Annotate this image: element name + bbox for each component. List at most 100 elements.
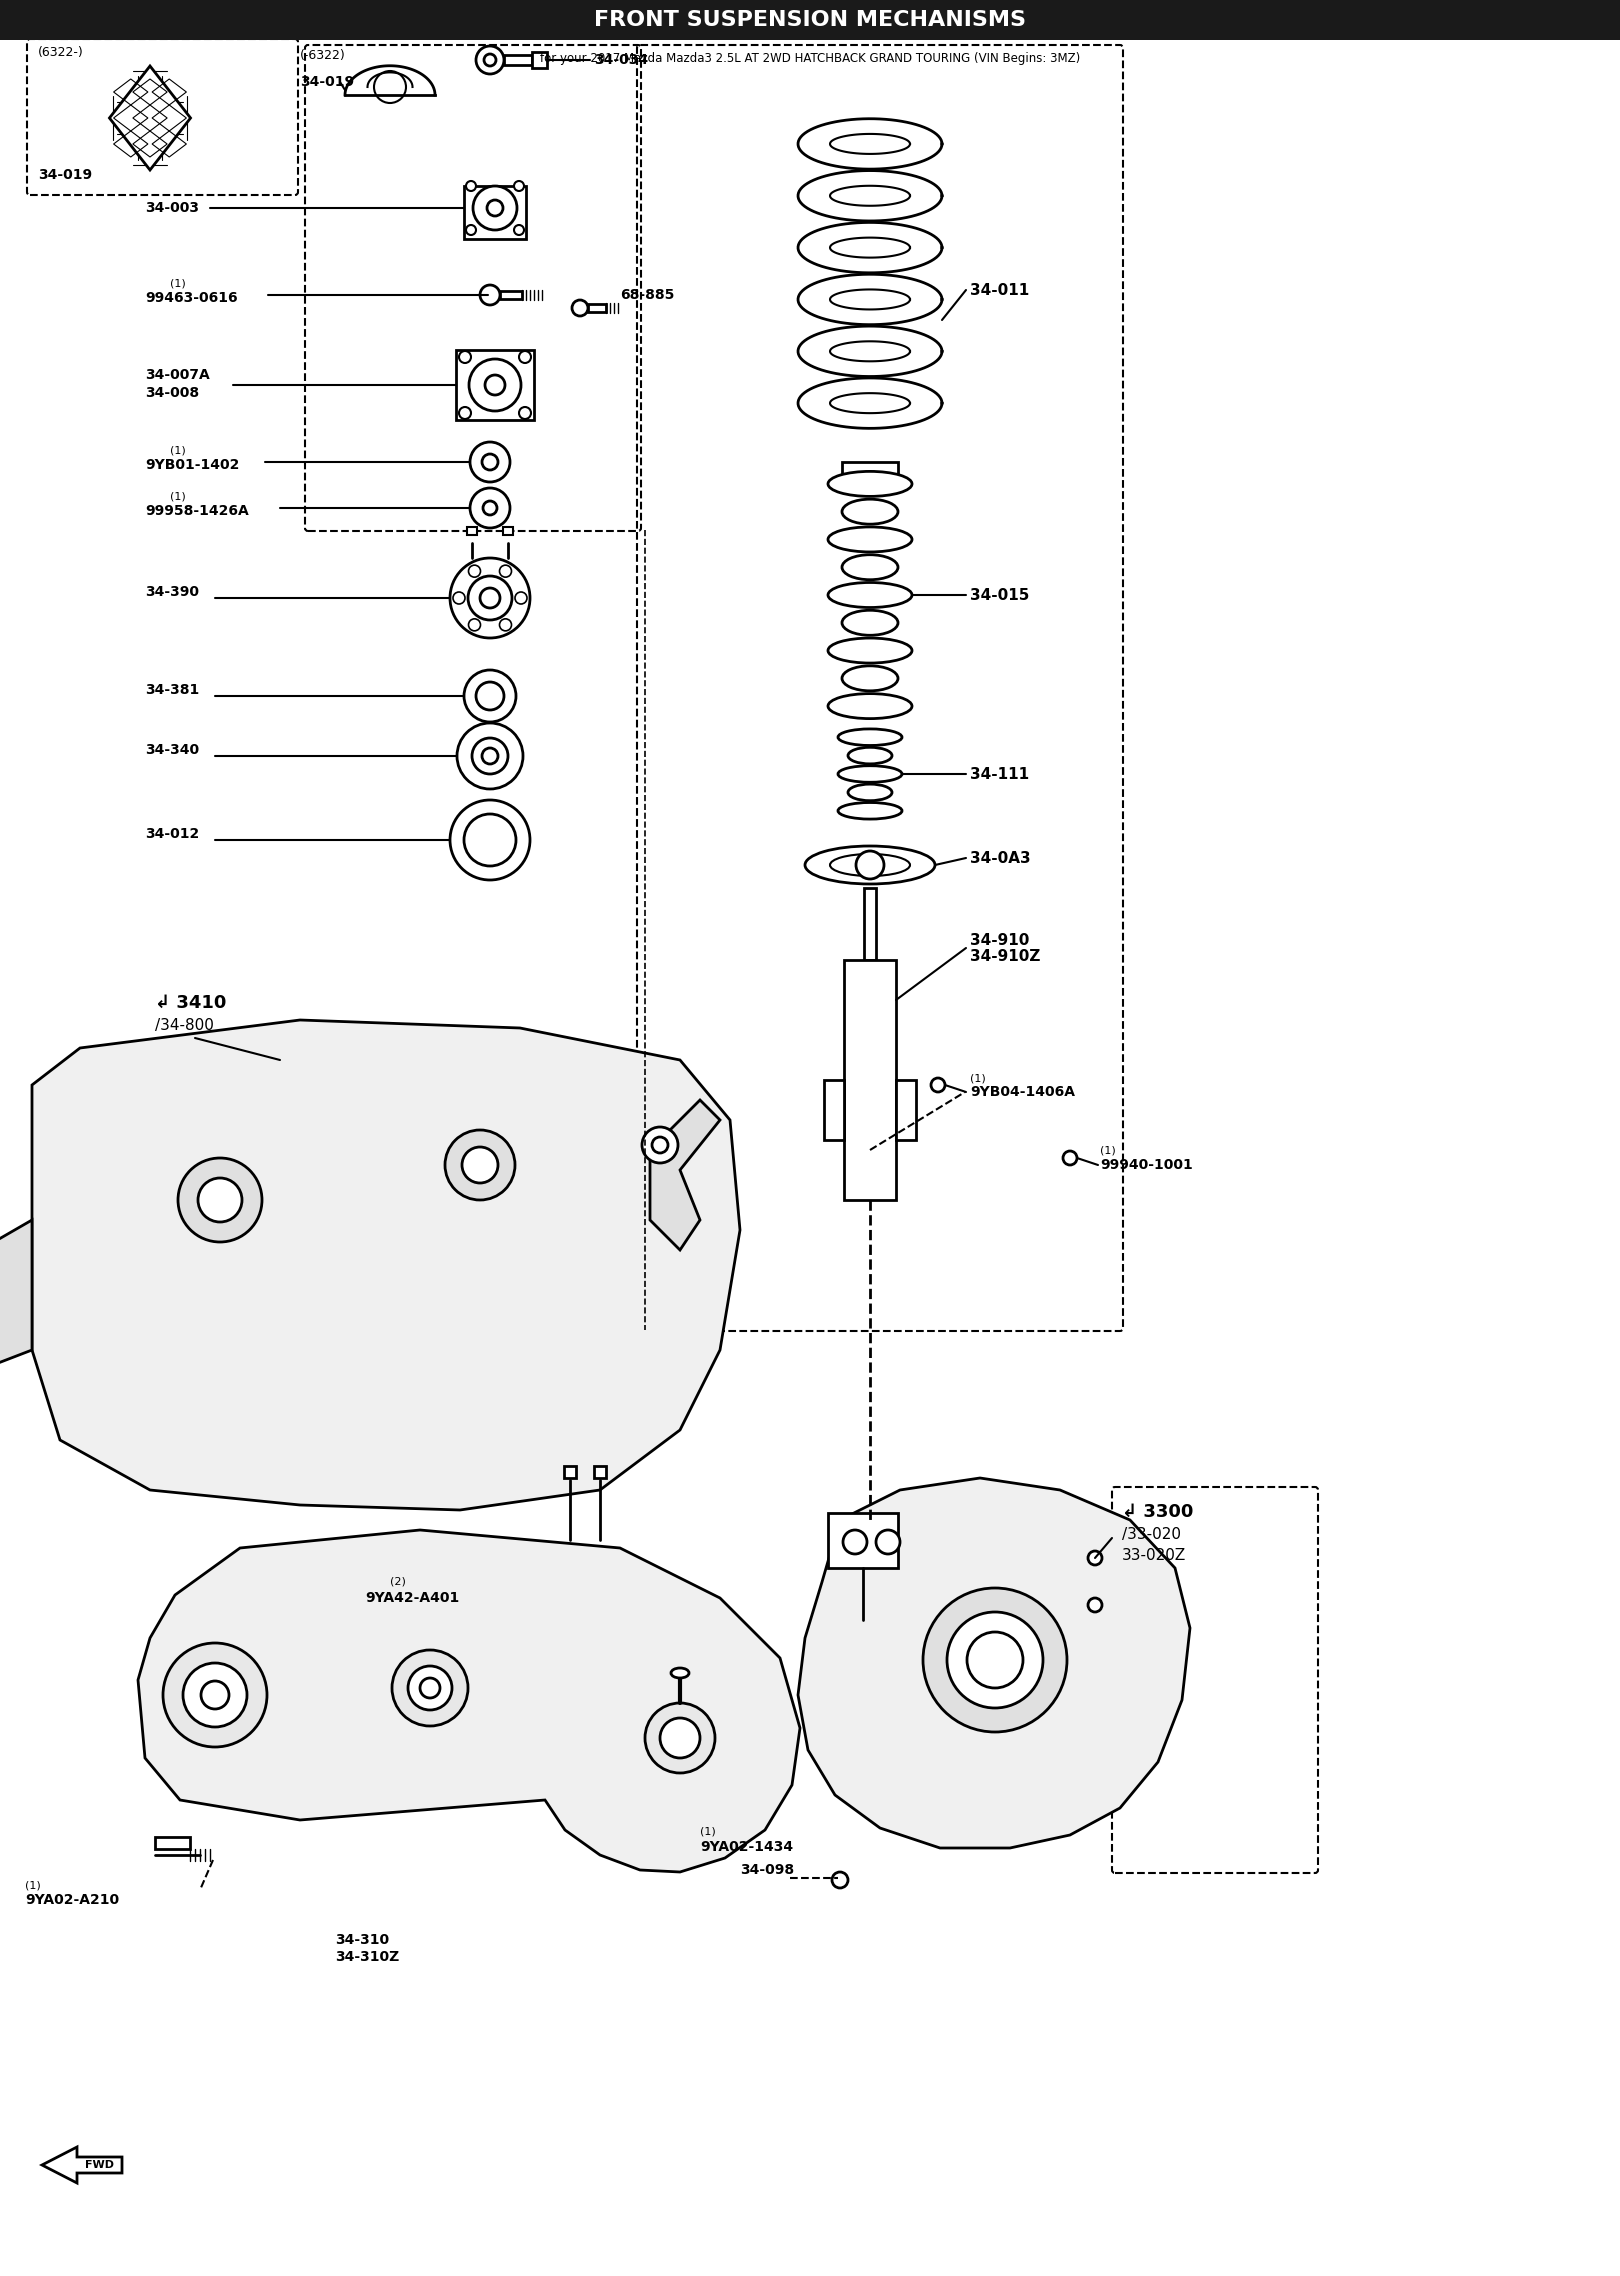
Circle shape	[1089, 1550, 1102, 1566]
Text: 34-310Z: 34-310Z	[335, 1951, 399, 1964]
Text: (1): (1)	[170, 492, 186, 501]
Circle shape	[463, 669, 517, 721]
Text: 34-034: 34-034	[595, 52, 648, 66]
Circle shape	[855, 851, 885, 879]
Text: 34-098: 34-098	[740, 1864, 794, 1878]
Text: 99958-1426A: 99958-1426A	[146, 503, 249, 519]
Bar	[455, 351, 535, 421]
Text: ↲ 3410: ↲ 3410	[156, 995, 227, 1013]
Circle shape	[201, 1682, 228, 1709]
Polygon shape	[650, 1099, 719, 1250]
Bar	[863, 888, 876, 960]
Bar	[588, 305, 606, 312]
Text: 9YB01-1402: 9YB01-1402	[146, 457, 240, 471]
Text: /34-800: /34-800	[156, 1017, 214, 1033]
Ellipse shape	[847, 785, 893, 801]
Text: 99463-0616: 99463-0616	[146, 291, 238, 305]
Circle shape	[483, 501, 497, 514]
Text: (1): (1)	[24, 1880, 40, 1889]
Polygon shape	[110, 66, 191, 171]
Text: 34-310: 34-310	[335, 1932, 389, 1946]
Ellipse shape	[828, 694, 912, 719]
Ellipse shape	[805, 847, 935, 883]
Circle shape	[488, 200, 502, 216]
Circle shape	[462, 1147, 497, 1184]
Text: 34-011: 34-011	[970, 282, 1029, 298]
Text: 33-020Z: 33-020Z	[1123, 1548, 1186, 1564]
Ellipse shape	[838, 765, 902, 783]
Text: for your 2017 Mazda Mazda3 2.5L AT 2WD HATCHBACK GRAND TOURING (VIN Begins: 3MZ): for your 2017 Mazda Mazda3 2.5L AT 2WD H…	[539, 52, 1081, 66]
Text: (1): (1)	[970, 1072, 985, 1083]
Circle shape	[467, 225, 476, 234]
Circle shape	[164, 1643, 267, 1748]
Bar	[531, 52, 548, 68]
Circle shape	[484, 55, 496, 66]
Circle shape	[651, 1138, 667, 1154]
Text: (1): (1)	[1100, 1145, 1116, 1154]
Text: 9YB04-1406A: 9YB04-1406A	[970, 1086, 1076, 1099]
Circle shape	[470, 487, 510, 528]
Polygon shape	[42, 2146, 122, 2183]
Text: 9YA02-1434: 9YA02-1434	[700, 1839, 794, 1855]
Circle shape	[931, 1079, 944, 1092]
Polygon shape	[0, 1220, 32, 1370]
Ellipse shape	[838, 728, 902, 747]
Circle shape	[470, 442, 510, 483]
Circle shape	[833, 1871, 847, 1889]
Ellipse shape	[829, 854, 910, 876]
Circle shape	[458, 351, 471, 362]
Text: /33-020: /33-020	[1123, 1527, 1181, 1543]
Circle shape	[842, 1529, 867, 1555]
Text: 9YA42-A401: 9YA42-A401	[364, 1591, 458, 1605]
Circle shape	[480, 284, 501, 305]
Circle shape	[1089, 1598, 1102, 1611]
Circle shape	[518, 407, 531, 419]
Text: 34-381: 34-381	[146, 683, 199, 696]
Circle shape	[374, 71, 407, 102]
Circle shape	[476, 683, 504, 710]
Circle shape	[392, 1650, 468, 1725]
Circle shape	[923, 1589, 1068, 1732]
Polygon shape	[138, 1529, 800, 1871]
Circle shape	[463, 815, 517, 865]
Circle shape	[645, 1702, 714, 1773]
Circle shape	[458, 407, 471, 419]
Circle shape	[450, 558, 530, 637]
Circle shape	[1063, 1152, 1077, 1165]
Text: 34-003: 34-003	[146, 200, 199, 214]
Text: 34-111: 34-111	[970, 767, 1029, 781]
Circle shape	[446, 1129, 515, 1199]
Bar	[504, 55, 531, 66]
Circle shape	[471, 737, 509, 774]
Text: (1): (1)	[700, 1828, 716, 1837]
Bar	[463, 187, 526, 239]
Ellipse shape	[828, 637, 912, 662]
Circle shape	[483, 749, 497, 765]
Circle shape	[476, 46, 504, 75]
Bar	[467, 528, 476, 535]
Text: 34-012: 34-012	[146, 826, 199, 842]
Text: 9YA02-A210: 9YA02-A210	[24, 1894, 120, 1907]
Text: 34-910Z: 34-910Z	[970, 949, 1040, 963]
Text: 99940-1001: 99940-1001	[1100, 1158, 1192, 1172]
Bar	[502, 528, 514, 535]
Ellipse shape	[842, 667, 897, 692]
Text: FWD: FWD	[86, 2160, 115, 2169]
Text: (6322-): (6322-)	[37, 46, 84, 59]
Circle shape	[515, 592, 526, 603]
Ellipse shape	[838, 803, 902, 819]
Ellipse shape	[828, 528, 912, 553]
Circle shape	[948, 1611, 1043, 1707]
Circle shape	[468, 576, 512, 619]
Circle shape	[183, 1664, 246, 1727]
Circle shape	[514, 225, 523, 234]
Text: (2): (2)	[390, 1577, 407, 1586]
Circle shape	[514, 182, 523, 191]
Ellipse shape	[671, 1668, 688, 1677]
FancyBboxPatch shape	[28, 39, 298, 196]
Circle shape	[408, 1666, 452, 1709]
Circle shape	[467, 182, 476, 191]
Polygon shape	[896, 1081, 915, 1140]
Circle shape	[499, 619, 512, 630]
Text: ↲ 3300: ↲ 3300	[1123, 1502, 1194, 1520]
